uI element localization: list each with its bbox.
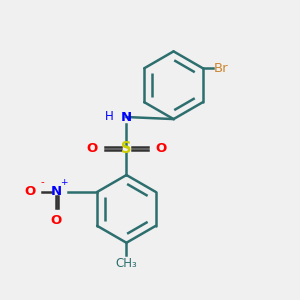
Text: N: N <box>50 185 62 199</box>
Text: Br: Br <box>214 62 229 75</box>
Text: O: O <box>50 214 62 227</box>
Text: -: - <box>40 177 44 187</box>
Text: CH₃: CH₃ <box>116 257 137 270</box>
Text: +: + <box>60 178 68 187</box>
Text: H: H <box>104 110 113 123</box>
Text: O: O <box>86 142 98 155</box>
Text: N: N <box>121 110 132 124</box>
Text: O: O <box>24 185 35 199</box>
Text: S: S <box>121 141 132 156</box>
Text: O: O <box>155 142 167 155</box>
